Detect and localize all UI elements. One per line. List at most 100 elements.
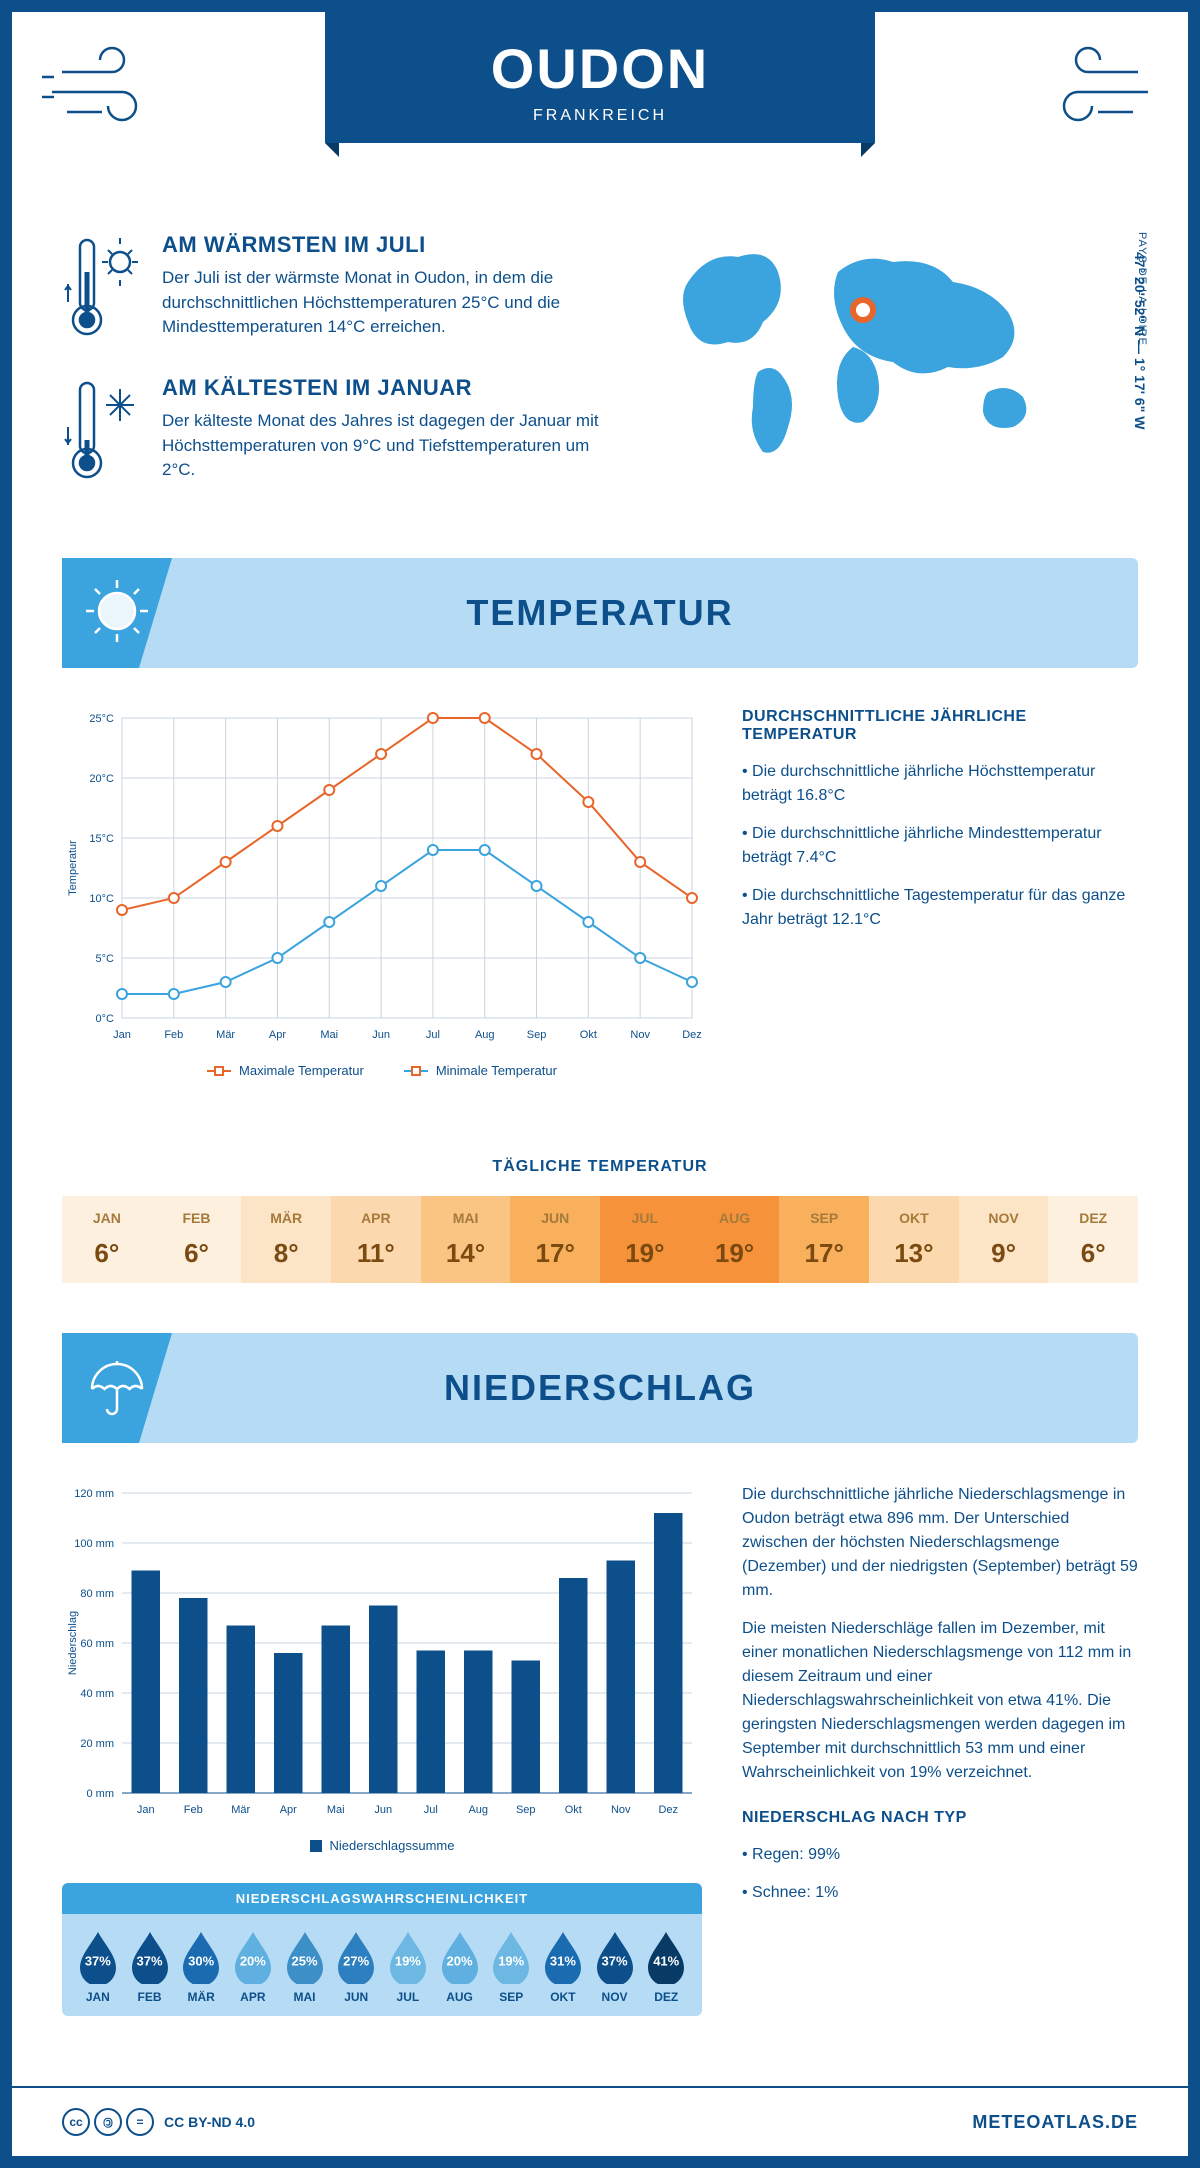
wind-icon <box>42 42 162 137</box>
svg-text:0°C: 0°C <box>96 1013 115 1025</box>
temp-cell: FEB6° <box>152 1196 242 1283</box>
header: OUDON FRANKREICH <box>12 12 1188 212</box>
svg-text:Jul: Jul <box>426 1029 440 1041</box>
svg-text:20°C: 20°C <box>89 773 114 785</box>
sun-icon <box>82 576 152 651</box>
temperature-legend: .legend-sw:nth-child(1)::after{border-co… <box>62 1063 702 1078</box>
svg-text:Mai: Mai <box>327 1804 345 1816</box>
svg-text:Mär: Mär <box>231 1804 250 1816</box>
world-map <box>658 232 1088 472</box>
legend-precip: Niederschlagssumme <box>330 1838 455 1853</box>
country-subtitle: FRANKREICH <box>325 107 875 125</box>
svg-text:Jul: Jul <box>424 1804 438 1816</box>
coldest-fact: AM KÄLTESTEN IM JANUAR Der kälteste Mona… <box>62 375 618 490</box>
probability-cell: 37%NOV <box>589 1930 641 2004</box>
daily-temp-table: JAN6°FEB6°MÄR8°APR11°MAI14°JUN17°JUL19°A… <box>62 1196 1138 1283</box>
svg-text:Feb: Feb <box>184 1804 203 1816</box>
temp-cell: AUG19° <box>690 1196 780 1283</box>
svg-text:Jan: Jan <box>113 1029 131 1041</box>
precipitation-legend: Niederschlagssumme <box>62 1838 702 1853</box>
svg-text:Jan: Jan <box>137 1804 155 1816</box>
svg-text:40 mm: 40 mm <box>80 1688 114 1700</box>
probability-cell: 37%JAN <box>72 1930 124 2004</box>
location-title: OUDON <box>325 36 875 101</box>
svg-text:Niederschlag: Niederschlag <box>67 1611 79 1675</box>
warmest-title: AM WÄRMSTEN IM JULI <box>162 232 618 258</box>
title-banner: OUDON FRANKREICH <box>325 12 875 143</box>
svg-text:120 mm: 120 mm <box>74 1488 114 1500</box>
probability-grid: 37%JAN37%FEB30%MÄR20%APR25%MAI27%JUN19%J… <box>62 1914 702 2016</box>
avg-temp-title: DURCHSCHNITTLICHE JÄHRLICHE TEMPERATUR <box>742 708 1138 744</box>
precipitation-bar-chart: 0 mm20 mm40 mm60 mm80 mm100 mm120 mmJanF… <box>62 1483 702 1823</box>
temp-cell: MAI14° <box>421 1196 511 1283</box>
precip-p2: Die meisten Niederschläge fallen im Deze… <box>742 1617 1138 1785</box>
wind-icon <box>1038 42 1158 137</box>
footer: cc🄯= CC BY-ND 4.0 METEOATLAS.DE <box>12 2086 1188 2156</box>
temp-cell: DEZ6° <box>1048 1196 1138 1283</box>
temperature-title: TEMPERATUR <box>62 592 1138 634</box>
probability-cell: 30%MÄR <box>175 1930 227 2004</box>
legend-min: Minimale Temperatur <box>436 1063 557 1078</box>
probability-cell: 37%FEB <box>124 1930 176 2004</box>
svg-text:Aug: Aug <box>475 1029 495 1041</box>
temp-cell: JAN6° <box>62 1196 152 1283</box>
cc-icons: cc🄯= <box>62 2108 154 2136</box>
temperature-line-chart: 0°C5°C10°C15°C20°C25°CJanFebMärAprMaiJun… <box>62 708 702 1048</box>
probability-cell: 19%JUL <box>382 1930 434 2004</box>
probability-cell: 20%AUG <box>434 1930 486 2004</box>
svg-text:60 mm: 60 mm <box>80 1638 114 1650</box>
svg-text:100 mm: 100 mm <box>74 1538 114 1550</box>
probability-title: NIEDERSCHLAGSWAHRSCHEINLICHKEIT <box>62 1883 702 1914</box>
precip-type-b1: • Regen: 99% <box>742 1843 1138 1867</box>
svg-text:Jun: Jun <box>372 1029 390 1041</box>
precipitation-banner: NIEDERSCHLAG <box>62 1333 1138 1443</box>
svg-text:0 mm: 0 mm <box>87 1788 115 1800</box>
svg-text:Nov: Nov <box>630 1029 650 1041</box>
thermometer-cold-icon <box>62 375 142 490</box>
svg-text:80 mm: 80 mm <box>80 1588 114 1600</box>
precip-p1: Die durchschnittliche jährliche Niedersc… <box>742 1483 1138 1603</box>
svg-text:Temperatur: Temperatur <box>67 840 79 896</box>
temp-cell: NOV9° <box>959 1196 1049 1283</box>
temp-cell: JUL19° <box>600 1196 690 1283</box>
svg-text:Okt: Okt <box>565 1804 582 1816</box>
svg-text:Dez: Dez <box>658 1804 678 1816</box>
svg-text:Dez: Dez <box>682 1029 702 1041</box>
thermometer-hot-icon <box>62 232 142 347</box>
license-label: CC BY-ND 4.0 <box>164 2114 255 2130</box>
temp-cell: SEP17° <box>779 1196 869 1283</box>
svg-text:Sep: Sep <box>516 1804 536 1816</box>
precip-type-b2: • Schnee: 1% <box>742 1881 1138 1905</box>
svg-text:Aug: Aug <box>468 1804 488 1816</box>
svg-text:Nov: Nov <box>611 1804 631 1816</box>
svg-text:Sep: Sep <box>527 1029 547 1041</box>
probability-cell: 19%SEP <box>485 1930 537 2004</box>
warmest-text: Der Juli ist der wärmste Monat in Oudon,… <box>162 266 618 340</box>
svg-text:Apr: Apr <box>280 1804 297 1816</box>
precipitation-title: NIEDERSCHLAG <box>62 1367 1138 1409</box>
coordinates: 47° 20' 52" N — 1° 17' 6" W <box>1132 252 1148 429</box>
svg-text:10°C: 10°C <box>89 893 114 905</box>
temp-cell: APR11° <box>331 1196 421 1283</box>
coldest-text: Der kälteste Monat des Jahres ist dagege… <box>162 409 618 483</box>
svg-text:Okt: Okt <box>580 1029 597 1041</box>
legend-max: Maximale Temperatur <box>239 1063 364 1078</box>
umbrella-icon <box>82 1351 152 1426</box>
precip-type-title: NIEDERSCHLAG NACH TYP <box>742 1809 1138 1827</box>
avg-temp-b2: • Die durchschnittliche jährliche Mindes… <box>742 822 1138 870</box>
probability-cell: 25%MAI <box>279 1930 331 2004</box>
intro-section: AM WÄRMSTEN IM JULI Der Juli ist der wär… <box>12 212 1188 558</box>
probability-cell: 31%OKT <box>537 1930 589 2004</box>
probability-cell: 41%DEZ <box>640 1930 692 2004</box>
site-name: METEOATLAS.DE <box>972 2112 1138 2133</box>
temp-cell: OKT13° <box>869 1196 959 1283</box>
svg-text:Apr: Apr <box>269 1029 286 1041</box>
probability-cell: 20%APR <box>227 1930 279 2004</box>
temp-cell: MÄR8° <box>241 1196 331 1283</box>
avg-temp-b3: • Die durchschnittliche Tagestemperatur … <box>742 884 1138 932</box>
svg-text:Mai: Mai <box>320 1029 338 1041</box>
svg-text:Mär: Mär <box>216 1029 235 1041</box>
temp-cell: JUN17° <box>510 1196 600 1283</box>
temperature-banner: TEMPERATUR <box>62 558 1138 668</box>
svg-text:15°C: 15°C <box>89 833 114 845</box>
